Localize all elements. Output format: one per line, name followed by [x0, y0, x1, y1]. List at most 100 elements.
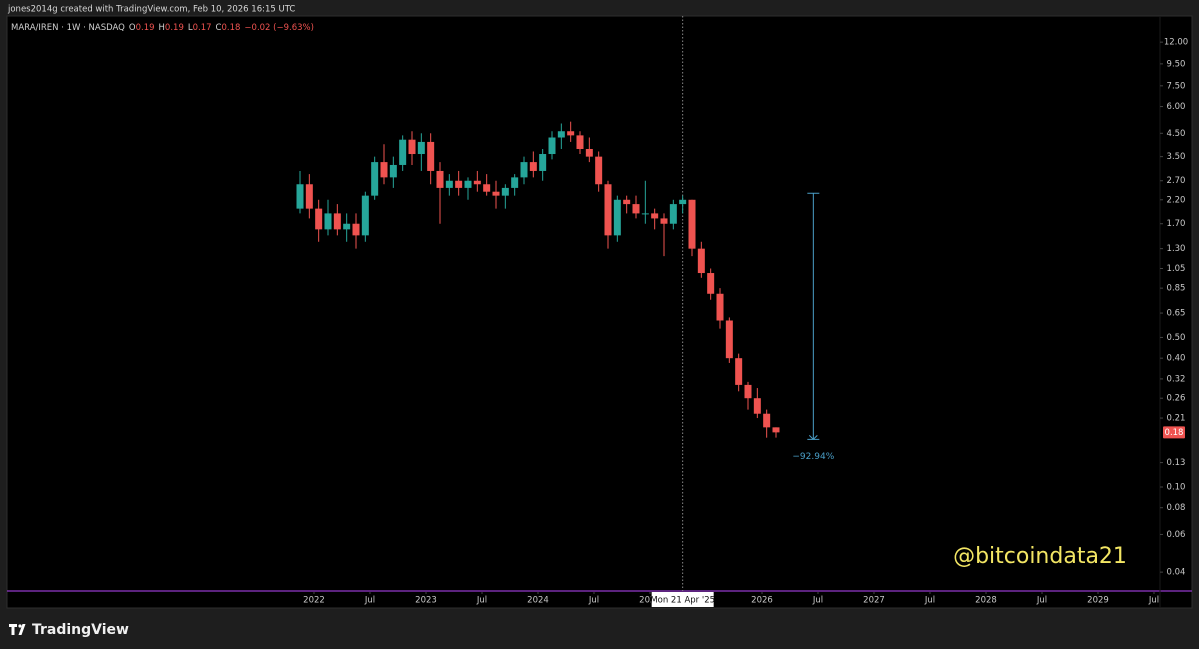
candle-body [389, 164, 397, 178]
candle-body [763, 413, 771, 428]
candle-body [576, 135, 584, 149]
candle-body [427, 141, 435, 171]
candle-body [716, 293, 724, 321]
y-tick-label: 1.05 [1167, 264, 1186, 274]
candle-body [595, 156, 603, 185]
candle-body [315, 208, 323, 230]
brand-logo [9, 624, 26, 635]
candle-body [473, 180, 481, 185]
x-tick-label: Jul [812, 596, 823, 606]
y-tick-label: 1.30 [1167, 244, 1186, 254]
last-price-box [1163, 426, 1185, 439]
y-tick-label: 2.70 [1167, 176, 1186, 186]
candle-body [613, 199, 621, 236]
candle-body [324, 213, 332, 230]
candle-body [380, 162, 388, 178]
candle-body [352, 223, 360, 236]
measure-arrow [807, 434, 820, 441]
candle-body [772, 427, 780, 433]
x-tick-label: Jul [924, 596, 935, 606]
candle-body [632, 204, 640, 214]
y-tick-label: 0.21 [1167, 414, 1186, 424]
x-tick-label: 2024 [527, 596, 549, 606]
y-tick-label: 0.10 [1167, 482, 1186, 492]
x-tick-label: 2025 [639, 596, 661, 606]
candle-body [464, 180, 472, 188]
candle-body [455, 180, 463, 188]
y-tick-label: 0.04 [1167, 568, 1186, 578]
candle-body [753, 398, 761, 414]
x-tick-label: 2027 [863, 596, 885, 606]
legend-item: O [129, 23, 136, 33]
candle-body [520, 162, 528, 178]
y-tick-label: 0.13 [1167, 458, 1186, 468]
candle-body [361, 195, 369, 236]
legend-item: 0.19 [165, 23, 184, 33]
crosshair-label: Mon 21 Apr '25 [650, 596, 715, 606]
crosshair-box [651, 592, 714, 607]
legend-item: L [188, 23, 193, 33]
candle-body [679, 199, 687, 205]
candle-body [660, 218, 668, 224]
candle-body [641, 213, 649, 215]
candle-body [483, 184, 491, 192]
candle-body [399, 139, 407, 165]
watermark: @bitcoindata21 [953, 544, 1127, 569]
x-tick-label: Jul [588, 596, 599, 606]
candle-body [651, 213, 659, 219]
y-tick-label: 12.00 [1164, 38, 1188, 48]
candle-body [408, 139, 416, 155]
x-tick-label: 2029 [1087, 596, 1109, 606]
candle-body [557, 131, 565, 138]
x-tick-label: Jul [364, 596, 375, 606]
candle-body [436, 170, 444, 188]
y-tick-label: 4.50 [1167, 129, 1186, 139]
y-tick-label: 0.32 [1167, 374, 1186, 384]
candle-body [305, 184, 313, 209]
legend-item: 0.19 [136, 23, 155, 33]
candle-body [688, 199, 696, 249]
legend: MARA/IREN · 1W · NASDAQ O0.19 H0.19 L0.17 C0… [11, 23, 314, 33]
x-tick-label: 2022 [303, 596, 325, 606]
y-tick-label: 0.65 [1167, 309, 1186, 319]
candle-body [445, 180, 453, 188]
y-tick-label: 0.50 [1167, 333, 1186, 343]
candle-body [735, 358, 743, 385]
candle-body [343, 223, 351, 230]
brand-name: TradingView [32, 622, 129, 638]
candle-body [744, 384, 752, 399]
legend-item: C [216, 23, 222, 33]
candle-body [697, 248, 705, 274]
plot-area [6, 15, 1193, 609]
candle-body [548, 137, 556, 155]
y-tick-label: 0.06 [1167, 530, 1186, 540]
candle-body [623, 199, 631, 205]
candle-body [707, 273, 715, 294]
legend-item: H [159, 23, 165, 33]
y-tick-label: 3.50 [1167, 152, 1186, 162]
x-tick-label: Jul [1148, 596, 1159, 606]
y-tick-label: 0.08 [1167, 503, 1186, 513]
candle-body [492, 191, 500, 196]
y-tick-label: 0.40 [1167, 354, 1186, 364]
y-tick-label: 7.50 [1167, 81, 1186, 91]
y-tick-label: 6.00 [1167, 102, 1186, 112]
y-tick-label: 9.50 [1167, 59, 1186, 69]
x-tick-label: Jul [476, 596, 487, 606]
header-text: jones2014g created with TradingView.com,… [7, 5, 295, 15]
legend-item: 0.17 [193, 23, 212, 33]
x-tick-label: 2023 [415, 596, 437, 606]
last-price-label: 0.18 [1165, 428, 1184, 438]
y-tick-label: 0.85 [1167, 284, 1186, 294]
x-tick-label: Jul [1036, 596, 1047, 606]
y-tick-label: 0.26 [1167, 394, 1186, 404]
candle-body [669, 204, 677, 224]
measure-label: −92.94% [792, 452, 834, 462]
legend-item: MARA/IREN · 1W · NASDAQ [11, 23, 125, 33]
y-tick-label: 1.70 [1167, 219, 1186, 229]
candle-body [725, 320, 733, 359]
candle-body [539, 154, 547, 171]
candle-body [501, 187, 509, 196]
